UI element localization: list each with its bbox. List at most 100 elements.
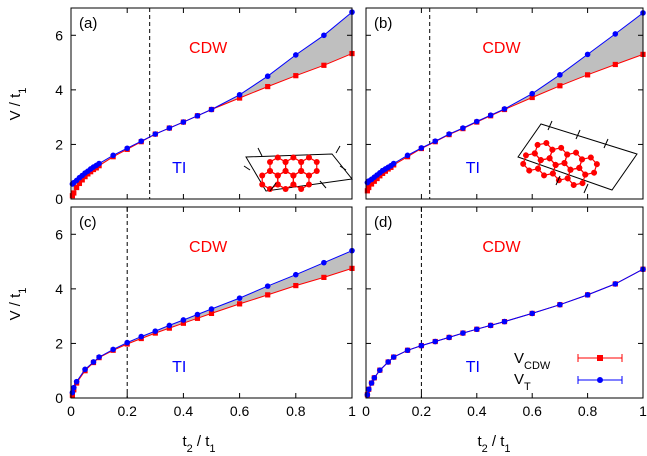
y-tick-label: 0: [55, 390, 63, 406]
legend-vt-main: V: [514, 371, 524, 388]
region-label-cdw: CDW: [482, 239, 521, 256]
data-point-vt: [124, 339, 130, 346]
data-point-vt: [264, 283, 271, 289]
data-point-vt: [69, 389, 76, 396]
x-axis-title-left: t2 / t1: [182, 433, 215, 455]
data-point-vt: [194, 311, 201, 318]
x-tick-label: 0.6: [230, 403, 250, 419]
data-point-vcdw: [265, 292, 271, 298]
honeycomb-site: [570, 182, 577, 189]
plot-frame: [70, 206, 353, 399]
data-point-vcdw: [79, 177, 85, 183]
data-point-vcdw: [321, 62, 327, 68]
x-axis-title-main: t: [477, 433, 482, 450]
honeycomb-site: [267, 159, 273, 165]
data-point-vcdw: [194, 315, 201, 321]
honeycomb-site: [259, 181, 266, 188]
honeycomb-site: [534, 141, 541, 148]
honeycomb-site: [541, 172, 548, 179]
honeycomb-site: [298, 159, 305, 165]
data-point-vt: [446, 131, 452, 137]
honeycomb-site: [593, 161, 600, 168]
data-point-vt: [152, 131, 159, 137]
legend-vt-marker: [597, 377, 603, 383]
y-tick-label: 0: [55, 191, 63, 207]
data-point-vt: [377, 367, 383, 373]
honeycomb-site: [576, 164, 583, 171]
panel-b: CDW TI (b): [364, 7, 646, 200]
data-point-vcdw: [237, 301, 243, 307]
honeycomb-site: [290, 172, 297, 179]
y-tick-label: 2: [55, 335, 63, 351]
bond-stub: [335, 145, 341, 154]
honeycomb-site: [587, 154, 594, 161]
x-axis-title-main: t: [182, 433, 187, 450]
y-tick-label: 4: [55, 82, 63, 98]
data-point-vcdw: [368, 181, 375, 187]
honeycomb-site: [546, 155, 553, 162]
honeycomb-site: [298, 186, 305, 192]
honeycomb-inset: [517, 120, 638, 194]
y-tick-label: 2: [55, 136, 63, 152]
honeycomb-site: [290, 181, 297, 188]
region-label-ti: TI: [466, 160, 480, 177]
bond-stub: [257, 147, 263, 157]
x-axis-title-mid: / t: [193, 433, 211, 450]
x-axis-title-right: t2 / t1: [477, 433, 510, 455]
panel-label: (a): [79, 15, 97, 32]
data-point-vt: [321, 32, 327, 39]
honeycomb-site: [531, 150, 538, 157]
honeycomb-lattice: [520, 140, 600, 189]
honeycomb-site: [561, 160, 568, 167]
bond-stub: [575, 129, 581, 140]
data-point-vt: [418, 342, 425, 349]
data-point-vcdw: [293, 282, 299, 289]
honeycomb-site: [305, 172, 312, 179]
y-tick-label: 6: [55, 27, 63, 43]
data-point-vcdw: [371, 178, 377, 184]
region-label-ti: TI: [466, 359, 480, 376]
x-axis-title-sub2: 1: [209, 443, 215, 455]
data-point-vt: [180, 317, 187, 323]
data-point-vt: [96, 160, 102, 167]
data-point-vcdw: [366, 184, 372, 191]
honeycomb-site: [552, 161, 559, 168]
data-point-vt: [385, 359, 391, 365]
y-axis-title-main: V / t: [7, 93, 24, 121]
data-point-vt: [612, 281, 619, 287]
data-point-vcdw: [364, 188, 370, 194]
x-tick-label: 1: [348, 403, 356, 419]
y-axis-title-sub: 1: [17, 288, 29, 294]
data-point-vcdw: [321, 274, 327, 280]
data-point-vt: [557, 301, 563, 308]
legend-vt-sub: T: [524, 381, 531, 393]
data-point-vt: [432, 338, 439, 345]
data-point-vt: [110, 152, 116, 159]
data-point-vcdw: [237, 95, 243, 101]
legend-vcdw-main: V: [514, 350, 524, 367]
honeycomb-site: [564, 151, 571, 158]
x-tick-label: 0.2: [117, 403, 137, 419]
data-point-vcdw: [377, 173, 383, 179]
shaded-gap-region: [72, 250, 353, 396]
panel-a: 0 2 4 6 CDW TI (a): [55, 7, 355, 207]
data-point-vcdw: [557, 83, 563, 89]
data-point-vcdw: [265, 83, 271, 90]
data-point-vt: [584, 51, 591, 58]
data-point-vt: [208, 306, 215, 312]
honeycomb-site: [591, 169, 598, 176]
x-axis-title-sub2: 1: [504, 443, 510, 455]
data-point-vt: [138, 138, 145, 144]
data-point-vcdw: [69, 193, 76, 199]
x-tick-label: 0.2: [412, 403, 432, 419]
bond-stub: [339, 165, 347, 171]
data-point-vcdw: [208, 310, 215, 317]
data-point-vcdw: [71, 190, 77, 196]
data-point-vt: [264, 73, 271, 80]
data-point-vt: [166, 322, 173, 329]
data-point-vt: [236, 295, 243, 301]
x-tick-label: 0.4: [174, 403, 194, 419]
bond-stub: [603, 138, 609, 149]
data-point-vcdw: [76, 180, 83, 187]
